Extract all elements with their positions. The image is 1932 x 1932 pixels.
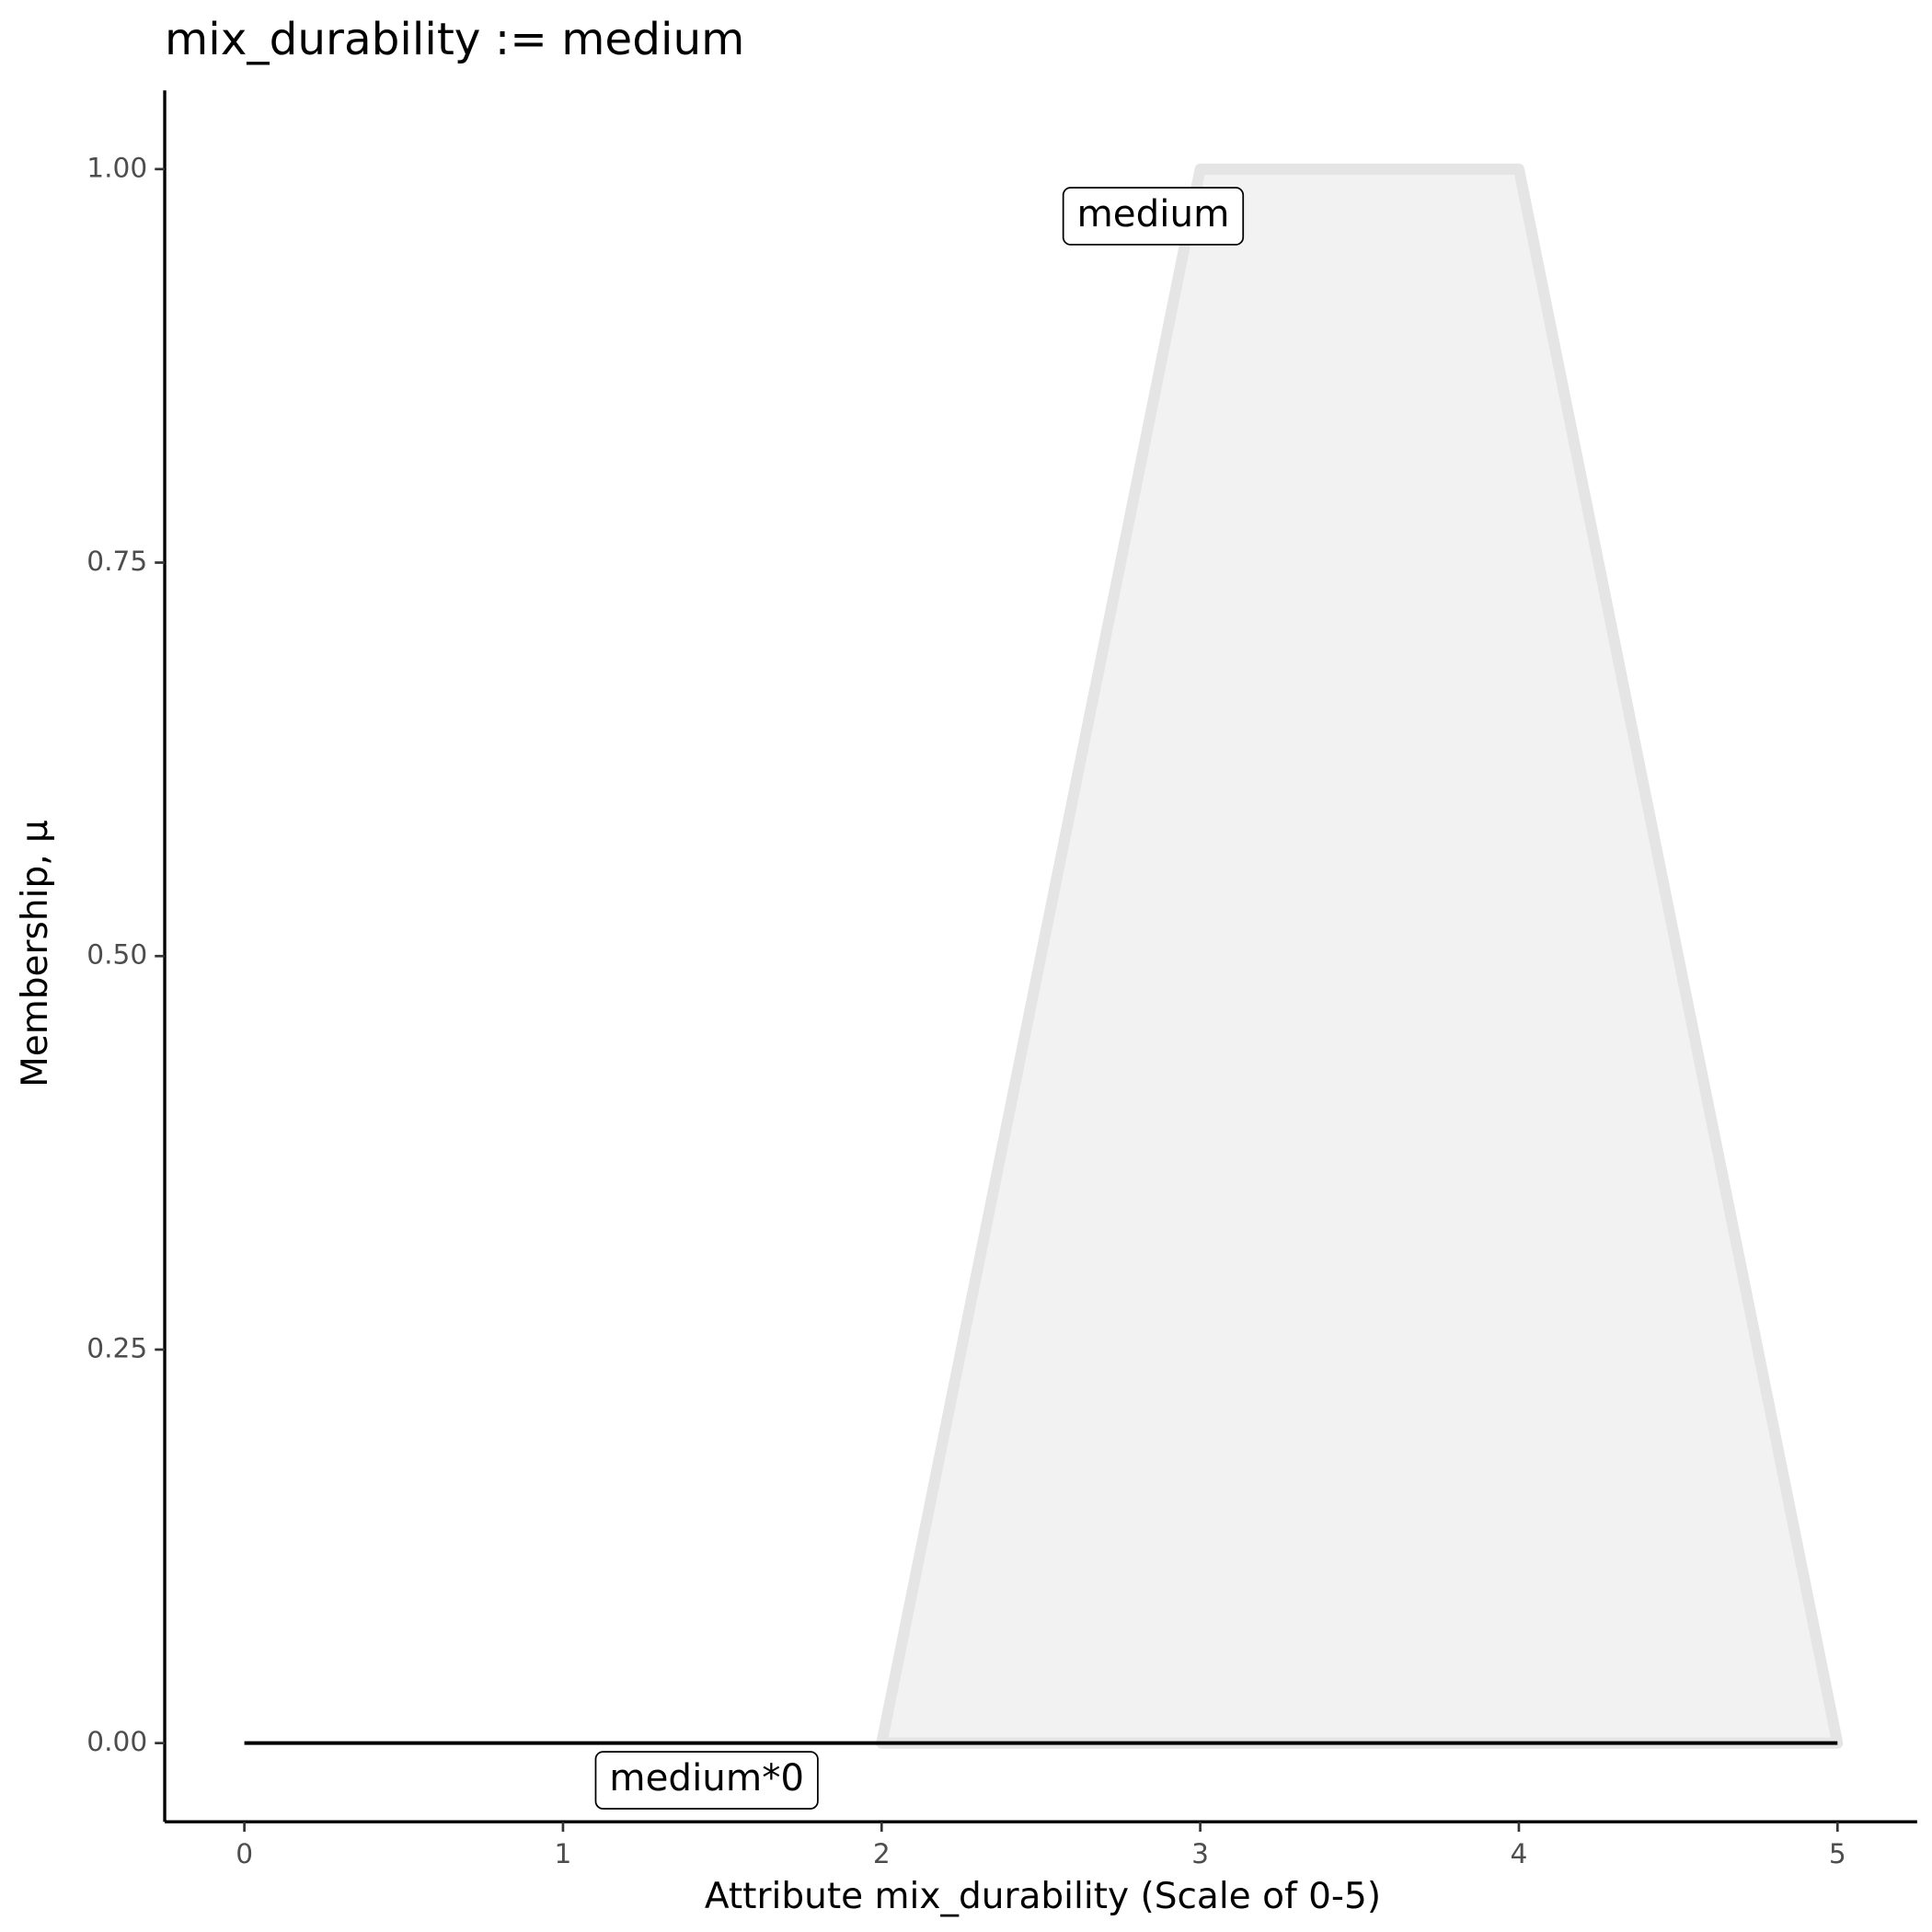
label-box: [594, 1751, 819, 1810]
series-label: medium: [1062, 187, 1245, 246]
label-text: medium: [1076, 192, 1229, 236]
x-tick-label: 1: [555, 1838, 572, 1869]
x-axis-title: Attribute mix_durability (Scale of 0-5): [705, 1876, 1381, 1917]
y-axis-title: Membership, μ: [15, 820, 56, 1087]
label-text: medium*0: [609, 1756, 804, 1800]
y-tick-label: 0.00: [86, 1726, 147, 1757]
x-tick-label: 4: [1511, 1838, 1528, 1869]
y-tick-label: 1.00: [86, 152, 147, 183]
y-tick-label: 0.50: [86, 939, 147, 971]
y-tick-label: 0.75: [86, 546, 147, 577]
label-box: [1062, 187, 1245, 246]
series-label: medium*0: [594, 1751, 819, 1810]
x-tick-label: 3: [1191, 1838, 1209, 1869]
y-tick-label: 0.25: [86, 1332, 147, 1363]
x-tick-label: 0: [236, 1838, 253, 1869]
chart-title: mix_durability := medium: [165, 14, 744, 65]
x-tick-label: 5: [1829, 1838, 1846, 1869]
area: [876, 163, 1844, 1749]
x-tick-label: 2: [873, 1838, 891, 1869]
